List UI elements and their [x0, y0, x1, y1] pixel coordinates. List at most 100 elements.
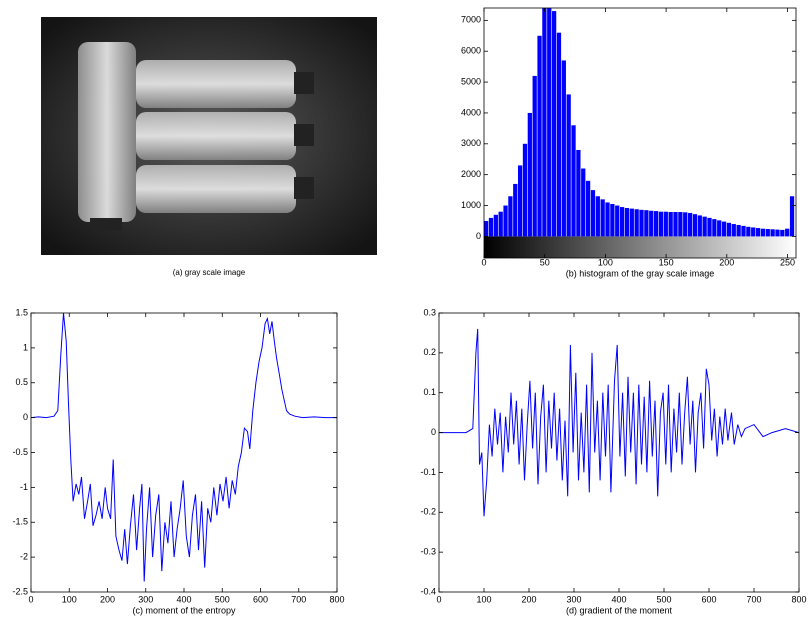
hist-bar [755, 228, 761, 237]
hist-bar [785, 228, 790, 237]
y-tick-label: 0.5 [15, 377, 28, 387]
hist-bar [600, 199, 605, 237]
y-tick-label: 1000 [461, 200, 481, 210]
hist-bar [731, 224, 736, 237]
hist-bar [576, 149, 581, 237]
y-tick-label: 1.5 [15, 307, 28, 317]
y-tick-label: -2 [20, 552, 28, 562]
y-tick-label: 2000 [461, 169, 481, 179]
x-tick-label: 0 [28, 594, 33, 604]
x-tick-label: 700 [746, 594, 761, 604]
hist-bar [663, 211, 668, 237]
line [439, 328, 799, 517]
y-tick-label: -1 [20, 482, 28, 492]
x-tick-label: 0 [436, 594, 441, 604]
marks [439, 328, 799, 517]
hist-bar [532, 75, 537, 237]
hist-bar [644, 210, 649, 237]
hist-bar [571, 125, 576, 237]
y-tick-label: -1.5 [12, 517, 28, 527]
hist-bar [775, 229, 780, 237]
hist-bar [678, 212, 683, 237]
hist-bar [585, 180, 591, 237]
y-tick-label: -0.5 [12, 447, 28, 457]
x-tick-label: 500 [215, 594, 230, 604]
x-tick-label: 100 [598, 257, 613, 267]
line [31, 313, 337, 582]
hist-bar [673, 212, 678, 237]
y-tick-label: -0.2 [420, 507, 436, 517]
image-caption: (a) gray scale image [173, 268, 246, 277]
y-tick-label: 4000 [461, 107, 481, 117]
x-tick-label: 250 [780, 257, 795, 267]
hist-bar [595, 196, 600, 237]
hist-bar [765, 228, 770, 237]
gray-image: (a) gray scale image [41, 17, 377, 277]
y-tick-label: 0 [23, 412, 28, 422]
hist-bar [751, 227, 756, 237]
y-tick-label: 1 [23, 342, 28, 352]
hist-bar [629, 208, 634, 237]
hist-bar [498, 211, 503, 237]
x-tick-label: 600 [701, 594, 716, 604]
hist-bar [517, 165, 523, 237]
y-tick-label: 7000 [461, 15, 481, 25]
y-tick-label: -0.4 [420, 586, 436, 596]
x-tick-label: 200 [521, 594, 536, 604]
hist-bar [658, 211, 664, 237]
hist-bar [746, 226, 751, 237]
hist-bar [683, 212, 688, 237]
hist-bar [726, 222, 732, 237]
x-tick-label: 50 [540, 257, 550, 267]
hist-bar [789, 196, 795, 237]
x-tick-label: 500 [656, 594, 671, 604]
hist-bar [634, 209, 639, 237]
x-tick-label: 800 [329, 594, 344, 604]
y-tick-label: 0.1 [423, 387, 436, 397]
x-tick-label: 300 [566, 594, 581, 604]
x-tick-label: 150 [659, 257, 674, 267]
plot-area [31, 313, 337, 592]
colorbar [484, 236, 796, 258]
hist-bar [537, 35, 542, 237]
marks [31, 313, 337, 582]
y-tick-label: -2.5 [12, 586, 28, 596]
x-tick-label: 100 [476, 594, 491, 604]
hist-bar [697, 215, 702, 237]
x-axis-label: (b) histogram of the gray scale image [566, 268, 715, 278]
hist-bar [712, 219, 717, 237]
hist-bar [493, 214, 498, 237]
hist-bar [503, 205, 508, 237]
hist-bar [556, 32, 562, 237]
y-tick-label: 5000 [461, 76, 481, 86]
panel: 0 100 200 300 400 500 600 700 800 -0.4 -0.3 -0.2 -0.… [420, 307, 806, 615]
hist-bar [760, 228, 766, 237]
y-tick-label: 0.2 [423, 347, 436, 357]
hist-bar [542, 8, 547, 237]
x-tick-label: 400 [176, 594, 191, 604]
hist-bar [639, 209, 644, 237]
hist-bar [692, 214, 698, 237]
hist-bar [551, 11, 557, 237]
hist-bar [721, 221, 727, 237]
x-tick-label: 0 [481, 257, 486, 267]
x-tick-label: 700 [291, 594, 306, 604]
hist-bar [581, 168, 586, 237]
hist-bar [707, 217, 712, 237]
hist-bar [527, 112, 532, 237]
x-axis-label: (c) moment of the entropy [132, 605, 236, 615]
x-tick-label: 800 [791, 594, 806, 604]
hist-bar [687, 212, 693, 237]
hist-bar [508, 196, 513, 237]
x-tick-label: 400 [611, 594, 626, 604]
plot-area [439, 313, 799, 592]
panel: 0 100 200 300 400 500 600 700 800 -2.5 -2 -1.5 -1 -0.… [12, 307, 344, 615]
hist-bar [770, 229, 775, 237]
x-tick-label: 100 [62, 594, 77, 604]
hist-bar [736, 224, 741, 237]
marks [484, 8, 796, 258]
hist-bar [624, 208, 630, 237]
hist-bar [590, 190, 596, 237]
hist-bar [522, 143, 528, 237]
x-tick-label: 300 [138, 594, 153, 604]
